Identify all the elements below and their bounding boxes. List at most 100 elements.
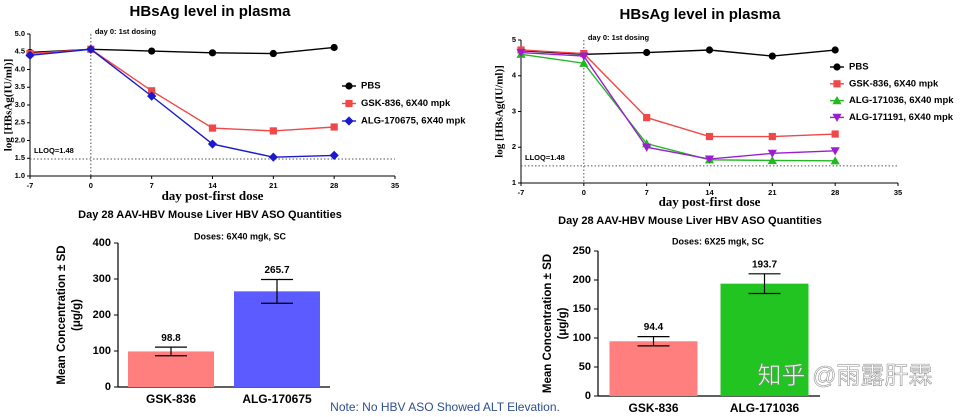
y-axis-label: Mean Concentration ± SD xyxy=(542,254,554,393)
y-tick-label: 0 xyxy=(585,390,591,402)
marker xyxy=(345,82,353,90)
legend-label: GSK-836, 6X40 mpk xyxy=(361,98,451,109)
marker xyxy=(830,156,840,165)
series-line xyxy=(520,49,836,57)
marker xyxy=(344,116,354,126)
marker xyxy=(833,63,841,71)
legend-label: ALG-171036, 6X40 mpk xyxy=(849,95,954,106)
y-tick-label: 100 xyxy=(93,345,111,357)
marker xyxy=(579,58,589,67)
x-tick-label: 35 xyxy=(894,188,902,197)
bar xyxy=(128,351,214,387)
marker xyxy=(642,143,652,152)
y-axis-label: (μg/g) xyxy=(71,299,83,331)
y-tick-label: 3 xyxy=(512,106,516,115)
chart-subtitle: Doses: 6X40 mgk, SC xyxy=(194,231,287,241)
marker xyxy=(345,99,353,108)
marker xyxy=(643,48,651,57)
series-line xyxy=(520,49,836,138)
chart-title: HBsAg level in plasma xyxy=(130,3,292,20)
marker xyxy=(208,124,217,132)
marker xyxy=(767,149,777,158)
marker xyxy=(643,113,651,122)
y-tick-label: 0 xyxy=(105,381,111,393)
y-axis-label: log [HBsAg(IU/ml)] xyxy=(3,59,15,152)
value-label: 98.8 xyxy=(161,333,181,344)
marker xyxy=(705,46,714,54)
marker xyxy=(330,123,338,131)
y-tick-label: 50 xyxy=(579,361,591,373)
marker xyxy=(329,150,339,161)
x-tick-label: 0 xyxy=(89,181,93,190)
y-tick-label: 3.5 xyxy=(15,82,25,91)
marker xyxy=(830,147,840,156)
marker xyxy=(147,91,157,101)
marker xyxy=(832,96,842,105)
marker xyxy=(833,80,841,88)
legend-label: GSK-836, 6X40 mpk xyxy=(849,78,939,89)
y-axis-label: Mean Concentration ± SD xyxy=(56,245,68,384)
x-tick-label: 21 xyxy=(269,181,277,190)
value-label: 193.7 xyxy=(752,259,777,270)
marker xyxy=(768,132,776,141)
x-axis-label: day post-first dose xyxy=(659,194,761,209)
marker xyxy=(832,113,842,122)
x-tick-label: 21 xyxy=(768,188,776,197)
marker xyxy=(579,52,589,61)
y-tick-label: 150 xyxy=(573,303,591,315)
y-tick-label: 1 xyxy=(512,178,516,187)
legend-label: PBS xyxy=(849,62,869,73)
x-tick-label: GSK-836 xyxy=(146,392,196,406)
x-axis-label: day post-first dose xyxy=(162,188,264,203)
y-tick-label: 5 xyxy=(512,35,516,44)
y-tick-label: 250 xyxy=(573,245,591,257)
chart-subtitle: Doses: 6X25 mgk, SC xyxy=(672,236,765,246)
marker xyxy=(767,155,777,165)
value-label: 265.7 xyxy=(264,265,289,276)
y-tick-label: 2.5 xyxy=(15,118,25,127)
series-line xyxy=(29,48,335,158)
marker xyxy=(330,43,338,52)
watermark: 知乎 @雨露肝霖 xyxy=(757,362,932,389)
legend-label: ALG-171191, 6X40 mpk xyxy=(849,112,954,123)
y-tick-label: 4.5 xyxy=(15,47,25,56)
series-line xyxy=(520,51,836,160)
marker xyxy=(269,49,277,58)
marker xyxy=(516,48,526,58)
y-tick-label: 5.0 xyxy=(15,29,25,38)
y-tick-label: 4.0 xyxy=(15,64,25,73)
marker xyxy=(148,47,156,55)
y-tick-label: 3.0 xyxy=(15,100,25,109)
y-axis-label: (μg/g) xyxy=(557,307,569,339)
legend-label: ALG-170675, 6X40 mpk xyxy=(361,116,466,127)
bar xyxy=(234,291,320,387)
chart-title: Day 28 AAV-HBV Mouse Liver HBV ASO Quant… xyxy=(558,215,822,227)
x-tick-label: -7 xyxy=(518,188,525,197)
chart-title: Day 28 AAV-HBV Mouse Liver HBV ASO Quant… xyxy=(78,209,342,221)
y-tick-label: 200 xyxy=(93,309,111,321)
marker xyxy=(269,127,277,135)
x-tick-label: ALG-170675 xyxy=(242,392,312,406)
series-line xyxy=(520,53,836,162)
marker xyxy=(25,50,35,60)
x-tick-label: ALG-171036 xyxy=(730,401,800,415)
marker xyxy=(831,130,839,138)
annotation: day 0: 1st dosing xyxy=(95,27,157,36)
chart-title: HBsAg level in plasma xyxy=(620,6,782,23)
y-axis-label: log [HBsAg(IU/ml)] xyxy=(494,65,506,158)
marker xyxy=(207,139,218,149)
y-tick-label: 100 xyxy=(573,332,591,344)
marker xyxy=(208,49,217,57)
bar xyxy=(720,283,809,396)
marker xyxy=(268,152,278,162)
x-tick-label: GSK-836 xyxy=(628,401,678,415)
x-tick-label: 28 xyxy=(831,188,839,197)
annotation: LLOQ=1.48 xyxy=(34,146,74,155)
marker xyxy=(705,132,714,141)
annotation: day 0: 1st dosing xyxy=(588,33,650,42)
x-tick-label: 0 xyxy=(582,188,586,197)
y-tick-label: 200 xyxy=(573,274,591,286)
marker xyxy=(768,52,776,60)
y-tick-label: 1.0 xyxy=(15,171,25,180)
